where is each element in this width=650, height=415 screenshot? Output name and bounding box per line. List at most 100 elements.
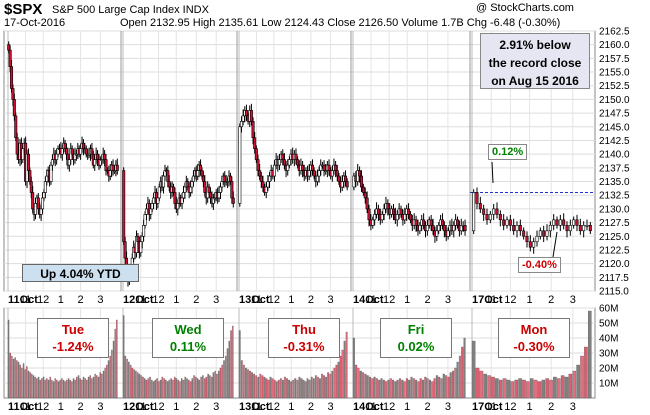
volume-bar <box>44 379 46 399</box>
candle-up <box>452 225 456 232</box>
candle-up <box>157 186 161 199</box>
x-tick-label: 12 <box>37 294 49 306</box>
candle-down <box>391 208 395 215</box>
volume-bar <box>454 367 457 399</box>
candle-down <box>407 208 411 215</box>
candle-down <box>209 192 213 199</box>
volume-bar <box>64 381 66 399</box>
volume-bar <box>408 379 411 399</box>
candle-down <box>81 142 85 149</box>
x-tick-label: 1 <box>58 294 64 306</box>
volume-bar <box>298 376 301 399</box>
candle-up <box>532 241 536 248</box>
volume-bar <box>461 346 464 399</box>
candle-down <box>186 181 190 188</box>
candle-down <box>200 170 204 177</box>
volume-bar <box>475 367 480 399</box>
volume-bar <box>290 381 293 399</box>
candle-up <box>585 225 589 227</box>
volume-bar <box>179 381 181 399</box>
price-tick-label: 2142.5 <box>599 136 630 147</box>
volume-bar <box>180 378 183 399</box>
volume-bar <box>471 340 476 399</box>
x-tick-label: 12 <box>37 401 49 413</box>
candle-up <box>238 126 242 204</box>
candle-down <box>475 192 479 204</box>
candle-down <box>485 214 489 221</box>
volume-bar <box>17 361 20 399</box>
candle-up <box>45 175 49 182</box>
volume-bar <box>76 376 78 399</box>
x-tick-label: 11 <box>365 294 376 306</box>
volume-bar <box>426 378 429 399</box>
candle-down <box>588 225 592 232</box>
volume-bar <box>331 370 334 399</box>
candle-up <box>144 208 148 215</box>
candle-up <box>149 208 153 215</box>
candle-up <box>315 175 319 182</box>
volume-bar <box>362 372 365 399</box>
x-tick-label: 14Oct <box>353 294 384 306</box>
volume-bar <box>29 372 31 399</box>
candle-down <box>542 230 546 237</box>
candle-up <box>218 186 222 193</box>
volume-bar <box>41 378 43 399</box>
volume-bar <box>59 379 61 399</box>
volume-bar <box>329 373 332 399</box>
candle-down <box>525 235 529 243</box>
volume-bar <box>502 378 507 399</box>
volume-bar <box>37 376 40 399</box>
volume-bar <box>166 381 169 399</box>
candle-down <box>258 170 262 177</box>
volume-bar <box>112 340 115 399</box>
candle-down <box>63 142 67 149</box>
day-name: Tue <box>61 322 85 337</box>
x-tick-label: 2 <box>548 294 554 306</box>
candle-up <box>239 121 243 128</box>
volume-bar <box>580 355 584 399</box>
volume-bar <box>161 376 164 399</box>
volume-bar <box>67 378 70 399</box>
volume-bar <box>364 373 367 399</box>
volume-bar <box>122 315 125 399</box>
volume-bar <box>71 381 73 399</box>
volume-bar <box>99 372 101 399</box>
volume-tick-label: 60M <box>599 304 618 315</box>
volume-bar <box>111 349 113 399</box>
x-tick-label: 17Oct <box>472 294 503 306</box>
volume-bar <box>257 376 260 399</box>
volume-bar <box>300 378 303 399</box>
volume-bar <box>277 379 280 399</box>
candle-up <box>382 208 386 215</box>
volume-bar <box>47 379 50 399</box>
candle-down <box>244 110 248 117</box>
candle-down <box>254 148 258 160</box>
volume-bar <box>154 379 157 399</box>
volume-bar <box>42 376 45 399</box>
volume-bar <box>217 370 220 399</box>
day-box-wed: Wed 0.11% <box>152 318 224 358</box>
candle-down <box>223 175 227 182</box>
candle-down <box>96 153 100 160</box>
candle-up <box>139 241 143 253</box>
volume-bar <box>22 363 25 399</box>
volume-bar <box>16 360 18 399</box>
candle-down <box>334 164 338 171</box>
volume-bar <box>61 378 63 399</box>
candle-up <box>143 214 147 226</box>
volume-bar <box>387 379 390 399</box>
candle-down <box>231 197 235 204</box>
volume-bar <box>89 375 91 399</box>
x-tick-label: 1 <box>288 401 294 413</box>
candle-down <box>281 153 285 160</box>
volume-bar <box>438 376 441 399</box>
candle-down <box>29 181 33 193</box>
watermark: @ StockCharts.com <box>476 2 574 14</box>
x-tick-label: 2 <box>308 294 314 306</box>
volume-bar <box>198 379 201 399</box>
candle-down <box>115 164 119 171</box>
x-tick-label: 11 <box>365 401 376 413</box>
x-tick-label: 3 <box>213 401 219 413</box>
volume-bar <box>136 372 139 399</box>
candle-down <box>344 175 348 182</box>
